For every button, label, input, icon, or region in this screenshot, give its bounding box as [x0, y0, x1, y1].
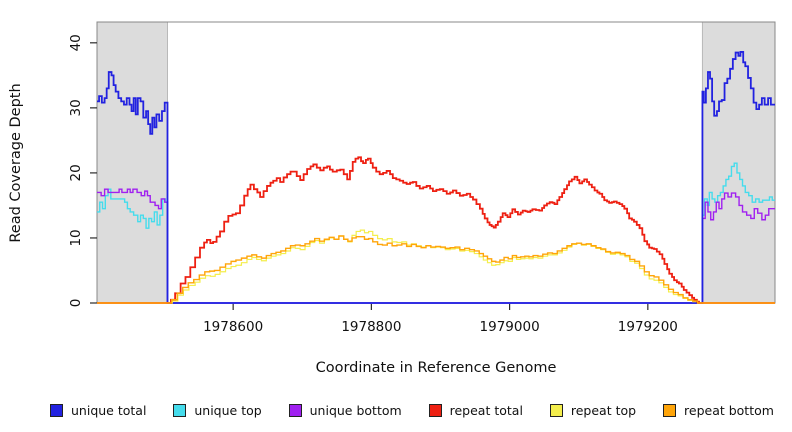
series-line-repeat-total	[97, 156, 775, 304]
legend-swatch	[288, 403, 302, 417]
legend-swatch	[428, 403, 442, 417]
legend-item-unique-bottom: unique bottom	[288, 402, 402, 418]
legend-swatch	[663, 403, 677, 417]
legend-item-repeat-total: repeat total	[428, 402, 523, 418]
y-tick-label: 40	[68, 34, 84, 51]
legend-swatch	[549, 403, 563, 417]
x-tick-label: 1979000	[480, 319, 540, 335]
y-tick-label: 30	[68, 99, 84, 116]
y-axis-title: Read Coverage Depth	[8, 83, 24, 242]
shaded-region	[701, 21, 776, 304]
coverage-plot: 0 10 20 30 40 1978600 1978800 1979000 1979200 Re…	[8, 21, 776, 376]
legend-label: repeat top	[570, 402, 637, 418]
legend-label: unique bottom	[309, 402, 402, 418]
y-tick-label: 0	[68, 299, 84, 308]
legend-label: unique top	[194, 402, 262, 418]
y-tick-label: 20	[68, 164, 84, 181]
x-tick-label: 1979200	[618, 319, 678, 335]
legend-item-repeat-bottom: repeat bottom	[663, 403, 774, 418]
plot-layer: 0 10 20 30 40 1978600 1978800 1979000 1979200	[68, 21, 776, 335]
legend-label: repeat bottom	[684, 402, 774, 418]
series-line-repeat-bottom	[97, 235, 775, 304]
series-line-unique-bottom	[97, 188, 775, 304]
plot-box	[96, 21, 776, 304]
legend-swatch	[50, 403, 63, 417]
legend-item-repeat-top: repeat top	[549, 402, 637, 418]
legend-item-unique-total: unique total	[50, 403, 146, 418]
shaded-region	[96, 21, 168, 304]
legend-swatch	[173, 403, 187, 417]
legend-label: unique total	[71, 402, 147, 418]
series-line-unique-total	[97, 51, 775, 304]
y-tick-label: 10	[68, 229, 84, 246]
x-axis-title: Coordinate in Reference Genome	[316, 360, 557, 376]
x-tick-label: 1978800	[341, 319, 401, 335]
legend-label: repeat total	[449, 402, 523, 418]
legend-item-unique-top: unique top	[173, 402, 262, 418]
x-tick-label: 1978600	[203, 319, 263, 335]
legend: unique total unique top unique bottom repea…	[0, 395, 792, 425]
